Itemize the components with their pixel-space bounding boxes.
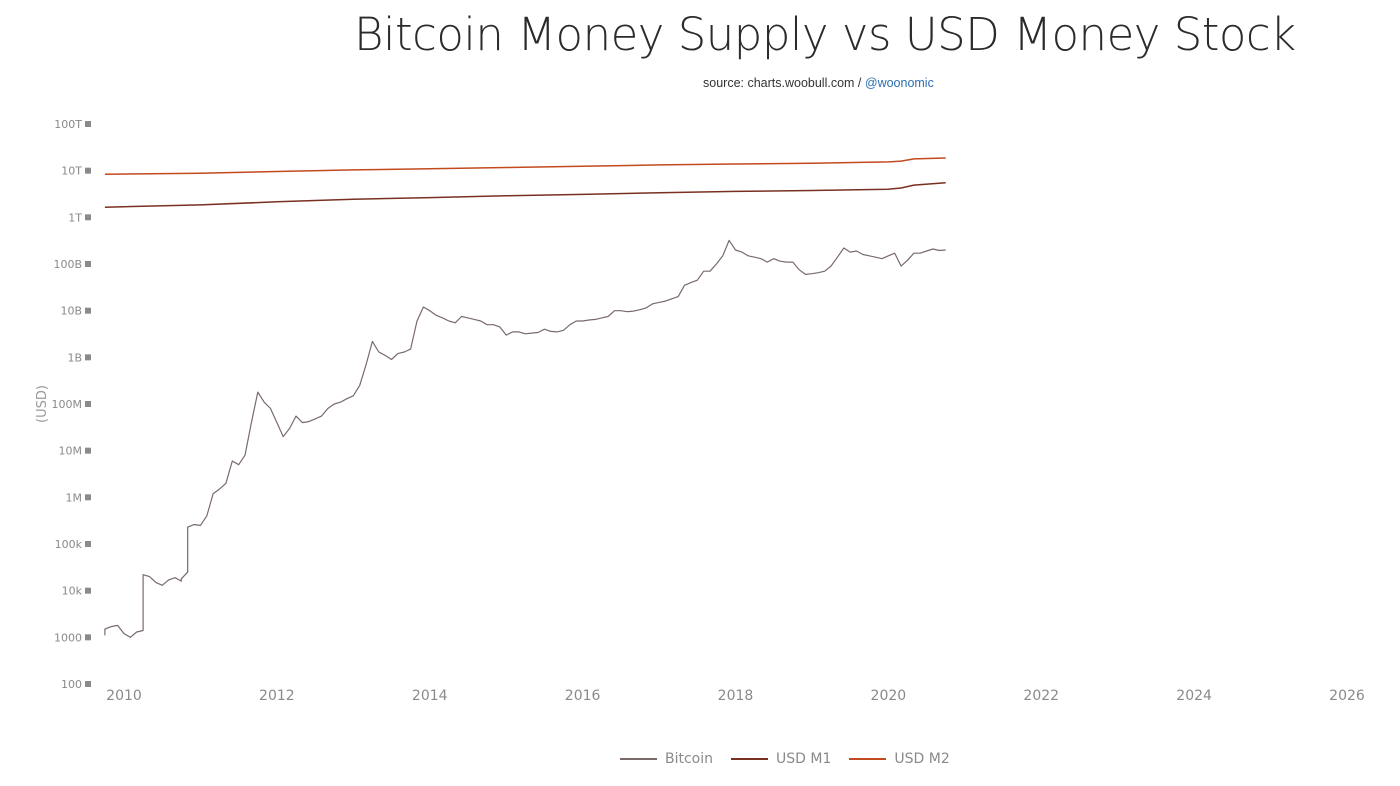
y-tick-label: 100B xyxy=(53,258,82,271)
legend-swatch xyxy=(849,758,887,760)
y-tick-mark xyxy=(85,121,91,127)
legend-label: Bitcoin xyxy=(665,751,714,767)
y-tick-mark xyxy=(85,494,91,501)
series-lines xyxy=(104,157,946,638)
y-tick-mark xyxy=(85,354,91,361)
y-tick-mark xyxy=(85,214,91,221)
x-tick-label: 2026 xyxy=(1329,688,1365,704)
y-tick-label: 1T xyxy=(68,211,82,224)
x-tick-label: 2016 xyxy=(565,688,601,704)
y-tick-label: 100T xyxy=(54,118,82,131)
legend: Bitcoin USD M1 USD M2 xyxy=(620,749,968,769)
series-line-bitcoin[interactable] xyxy=(104,239,946,638)
y-tick-label: 100 xyxy=(61,678,82,691)
legend-swatch xyxy=(620,758,657,760)
y-tick-mark xyxy=(85,307,91,314)
y-tick-label: 1M xyxy=(66,491,83,504)
y-tick-mark xyxy=(85,587,91,594)
y-tick-mark xyxy=(85,261,91,267)
y-tick-label: 10T xyxy=(61,165,82,178)
y-tick-mark xyxy=(85,167,91,174)
legend-label: USD M2 xyxy=(894,751,950,767)
legend-item-bitcoin[interactable]: Bitcoin xyxy=(620,751,713,767)
y-tick-label: 1B xyxy=(67,351,82,364)
x-tick-label: 2010 xyxy=(106,688,142,704)
legend-swatch xyxy=(731,758,769,760)
y-tick-mark xyxy=(85,401,91,407)
x-tick-label: 2024 xyxy=(1176,688,1212,704)
chart-source: source: charts.woobull.com / @woonomic xyxy=(703,76,934,90)
x-tick-label: 2012 xyxy=(259,688,295,704)
y-tick-label: 10B xyxy=(60,305,82,318)
legend-label: USD M1 xyxy=(776,751,832,767)
x-axis: 2010 2012 2014 2016 2018 2020 2022 2024 2026 xyxy=(106,688,1365,704)
legend-item-usd-m1[interactable]: USD M1 xyxy=(731,751,831,767)
x-tick-label: 2020 xyxy=(871,688,907,704)
y-tick-mark xyxy=(85,634,91,641)
y-tick-label: 10M xyxy=(59,445,83,458)
y-tick-label: 10k xyxy=(62,585,83,598)
y-tick-mark xyxy=(85,447,91,454)
x-tick-label: 2018 xyxy=(718,688,754,704)
y-axis: 100 1000 10k 100k 1M 10M 100M 1B 10B 100B 1T 10T 100… xyxy=(52,118,91,691)
y-axis-label: (USD) xyxy=(35,385,50,423)
y-tick-label: 100k xyxy=(55,538,83,551)
series-line-usd-m1[interactable] xyxy=(104,182,946,208)
source-handle-link[interactable]: @woonomic xyxy=(864,76,934,90)
series-line-usd-m2[interactable] xyxy=(104,157,946,175)
x-tick-label: 2014 xyxy=(412,688,448,704)
source-text: source: charts.woobull.com / xyxy=(703,76,865,90)
legend-item-usd-m2[interactable]: USD M2 xyxy=(849,751,950,767)
x-tick-label: 2022 xyxy=(1023,688,1059,704)
y-tick-mark xyxy=(85,541,91,547)
y-tick-label: 100M xyxy=(52,398,83,411)
y-tick-mark xyxy=(85,681,91,687)
chart-title: Bitcoin Money Supply vs USD Money Stock xyxy=(354,8,1296,61)
y-tick-label: 1000 xyxy=(54,631,82,644)
